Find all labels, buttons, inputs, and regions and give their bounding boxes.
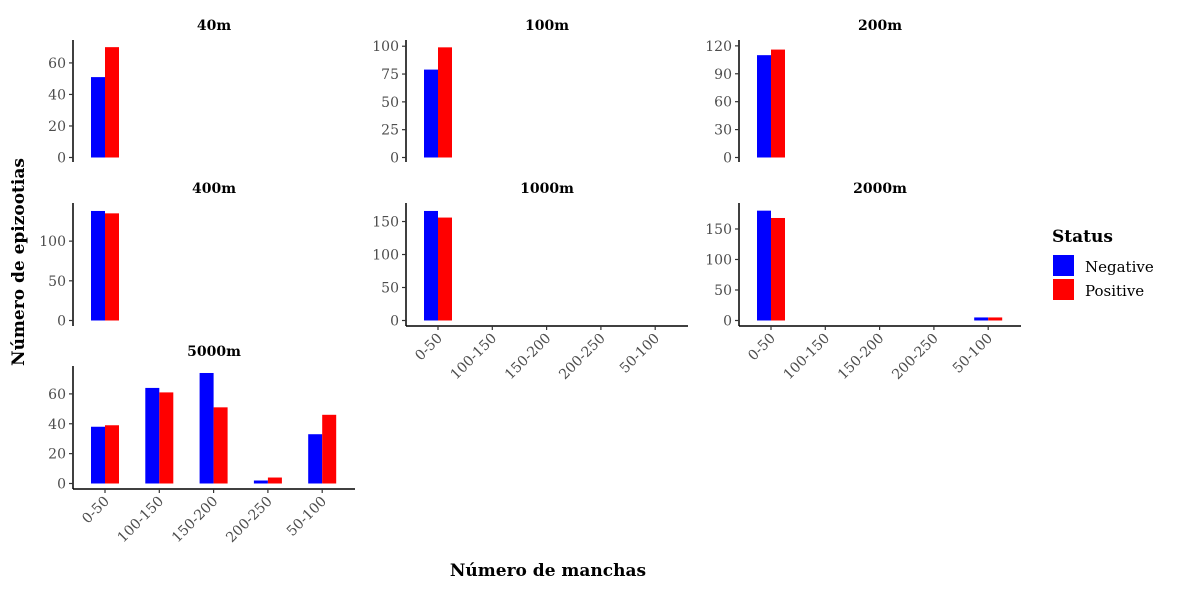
- bar-positive-0-50: [438, 217, 452, 321]
- bar-negative-150-200: [199, 372, 214, 484]
- y-tick-label: 100: [372, 39, 399, 55]
- bar-positive-0-50: [105, 213, 119, 321]
- panel-title: 2000m: [853, 181, 907, 197]
- y-tick-label: 25: [381, 123, 399, 139]
- bar-positive-0-50: [771, 49, 785, 158]
- y-tick-label: 150: [705, 222, 732, 238]
- panel-100m: 100m 0 25 50 75 100: [372, 18, 569, 167]
- bar-positive-100-150: [159, 392, 174, 484]
- y-tick-label: 50: [48, 274, 66, 290]
- y-tick-label: 50: [381, 281, 399, 297]
- bar-positive-0-50: [438, 47, 452, 158]
- y-tick-label: 20: [48, 119, 66, 135]
- x-tick-label: 0-50: [412, 331, 446, 365]
- x-tick-label: 50-100: [617, 331, 663, 377]
- y-tick-label: 0: [723, 151, 732, 167]
- y-tick-label: 60: [48, 56, 66, 72]
- bar-positive-200-250: [267, 477, 282, 484]
- bar-negative-0-50: [757, 210, 771, 321]
- bar-positive-0-50: [771, 217, 785, 321]
- panel-title: 400m: [192, 181, 236, 197]
- y-tick-label: 40: [48, 417, 66, 433]
- y-tick-label: 50: [381, 95, 399, 111]
- bar-negative-100-150: [145, 387, 160, 484]
- y-tick-label: 0: [723, 314, 732, 330]
- y-tick-label: 60: [714, 95, 732, 111]
- bar-negative-0-50: [757, 55, 771, 158]
- bar-positive-0-50: [105, 47, 119, 158]
- x-tick-label: 150-200: [835, 331, 887, 383]
- panel-1000m: 1000m 0 50 100 150 0-50 100-150 150-200 200-250 5…: [372, 181, 688, 383]
- bar-positive-150-200: [213, 407, 228, 484]
- panel-title: 200m: [858, 18, 902, 34]
- x-axis-title: Número de manchas: [450, 561, 646, 581]
- bar-negative-50-100: [974, 317, 989, 321]
- x-tick-label: 200-250: [223, 494, 275, 546]
- chart-panels: 40m 0 20 40 60 100m 0 25 50 75 100 200m 0 30 60 90 120 40…: [39, 18, 1021, 546]
- y-tick-label: 20: [48, 447, 66, 463]
- bar-positive-50-100: [322, 414, 337, 484]
- y-tick-label: 0: [390, 151, 399, 167]
- panel-title: 100m: [525, 18, 569, 34]
- y-tick-label: 0: [390, 314, 399, 330]
- bar-negative-0-50: [424, 210, 438, 321]
- legend-label-positive: Positive: [1085, 282, 1144, 300]
- bar-negative-0-50: [91, 426, 105, 484]
- bar-negative-50-100: [308, 434, 323, 484]
- y-tick-label: 0: [57, 477, 66, 493]
- y-tick-label: 50: [714, 283, 732, 299]
- y-tick-label: 30: [714, 123, 732, 139]
- bar-positive-0-50: [105, 425, 119, 484]
- legend-swatch-negative: [1053, 255, 1074, 276]
- x-tick-label: 200-250: [556, 331, 608, 383]
- x-tick-label: 150-200: [502, 331, 554, 383]
- panel-40m: 40m 0 20 40 60: [48, 18, 231, 167]
- panel-2000m: 2000m 0 50 100 150 0-50 100-150 150-200 200-250 5…: [705, 181, 1021, 383]
- y-tick-label: 100: [372, 248, 399, 264]
- y-tick-label: 100: [705, 252, 732, 268]
- x-tick-label: 100-150: [781, 331, 833, 383]
- panel-400m: 400m 0 50 100: [39, 181, 236, 330]
- x-tick-label: 50-100: [284, 494, 330, 540]
- x-tick-label: 50-100: [950, 331, 996, 377]
- x-tick-label: 150-200: [169, 494, 221, 546]
- panel-title: 40m: [197, 18, 231, 34]
- panel-5000m: 5000m 0 20 40 60 0-50 100-150 150-200 200-250 50-…: [48, 344, 355, 546]
- y-tick-label: 100: [39, 234, 66, 250]
- bar-negative-0-50: [91, 210, 105, 321]
- y-tick-label: 0: [57, 314, 66, 330]
- x-tick-label: 0-50: [79, 494, 113, 528]
- y-tick-label: 90: [714, 67, 732, 83]
- y-tick-label: 40: [48, 87, 66, 103]
- legend: Status Negative Positive: [1052, 227, 1154, 300]
- x-tick-label: 0-50: [745, 331, 779, 365]
- x-tick-label: 200-250: [889, 331, 941, 383]
- panel-200m: 200m 0 30 60 90 120: [705, 18, 902, 167]
- bar-positive-50-100: [988, 317, 1003, 321]
- y-tick-label: 75: [381, 67, 399, 83]
- legend-label-negative: Negative: [1085, 258, 1154, 276]
- y-tick-label: 60: [48, 387, 66, 403]
- x-tick-label: 100-150: [115, 494, 167, 546]
- x-tick-label: 100-150: [448, 331, 500, 383]
- y-axis-title: Número de epizootias: [9, 158, 29, 366]
- y-tick-label: 150: [372, 215, 399, 231]
- bar-negative-0-50: [91, 77, 105, 158]
- bar-negative-0-50: [424, 69, 438, 158]
- panel-title: 5000m: [187, 344, 241, 360]
- legend-title: Status: [1052, 227, 1113, 247]
- legend-swatch-positive: [1053, 279, 1074, 300]
- y-tick-label: 0: [57, 151, 66, 167]
- panel-title: 1000m: [520, 181, 574, 197]
- y-tick-label: 120: [705, 39, 732, 55]
- bar-negative-200-250: [253, 480, 268, 484]
